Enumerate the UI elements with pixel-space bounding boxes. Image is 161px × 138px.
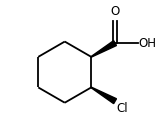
Polygon shape [91,87,116,104]
Text: O: O [110,5,120,18]
Text: Cl: Cl [116,102,128,115]
Text: OH: OH [138,37,156,50]
Polygon shape [91,41,116,57]
